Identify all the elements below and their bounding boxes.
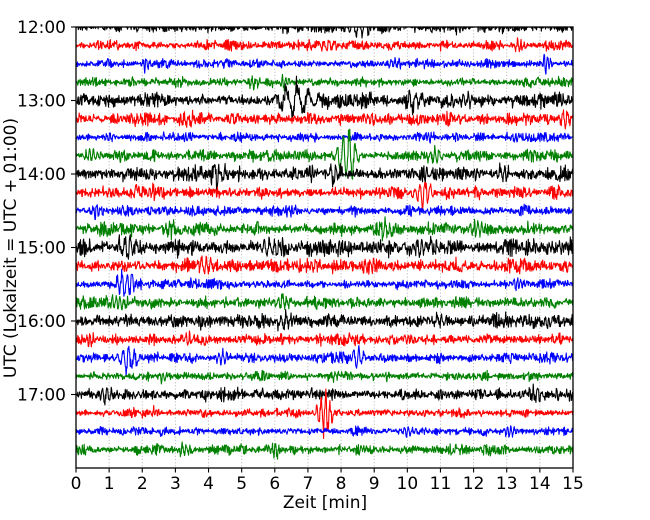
- seismogram-trace: [76, 344, 573, 378]
- seismogram-trace: [76, 383, 573, 406]
- seismogram-trace: [76, 292, 573, 311]
- y-axis-ticks: 12:00 13:00 14:00 15:00 16:00 17:00: [17, 18, 76, 406]
- x-tick-label: 14: [529, 474, 551, 494]
- seismogram-trace: [76, 309, 573, 332]
- seismogram-trace: [76, 203, 573, 221]
- seismogram-trace: [76, 73, 573, 92]
- seismogram-trace: [76, 181, 573, 211]
- y-tick-label: 12:00: [17, 18, 66, 38]
- seismogram-trace: [76, 37, 573, 53]
- seismogram-trace: [76, 75, 573, 119]
- seismogram-trace: [76, 234, 573, 260]
- seismogram-trace: [76, 162, 573, 191]
- x-tick-label: 1: [104, 474, 115, 494]
- y-tick-label: 15:00: [17, 239, 66, 259]
- seismogram-trace: [76, 53, 573, 75]
- seismogram-trace: [76, 255, 573, 275]
- seismogram-trace: [76, 330, 573, 348]
- seismogram-trace: [76, 425, 573, 438]
- y-axis-title: UTC (Lokalzeit = UTC + 01:00): [1, 118, 21, 378]
- seismogram-trace: [76, 128, 573, 180]
- y-tick-label: 16:00: [17, 312, 66, 332]
- x-tick-label: 13: [496, 474, 518, 494]
- y-tick-label: 17:00: [17, 386, 66, 406]
- x-tick-label: 8: [336, 474, 347, 494]
- x-tick-label: 10: [397, 474, 419, 494]
- seismogram-trace: [76, 369, 573, 385]
- x-tick-label: 3: [170, 474, 181, 494]
- x-axis-title: Zeit [min]: [283, 493, 367, 513]
- x-tick-label: 0: [71, 474, 82, 494]
- seismogram-trace: [76, 131, 573, 144]
- seismogram-trace: [76, 388, 573, 440]
- x-tick-label: 5: [236, 474, 247, 494]
- x-tick-label: 4: [203, 474, 214, 494]
- x-tick-label: 7: [303, 474, 314, 494]
- x-tick-label: 2: [137, 474, 148, 494]
- seismogram-trace: [76, 216, 573, 242]
- seismogram-trace: [76, 268, 573, 297]
- x-tick-label: 11: [430, 474, 452, 494]
- y-tick-label: 14:00: [17, 165, 66, 185]
- seismogram-trace: [76, 441, 573, 460]
- x-tick-label: 6: [269, 474, 280, 494]
- y-tick-label: 13:00: [17, 92, 66, 112]
- x-axis-ticks: 0 1 2 3 4 5 6 7 8 9 10 11 12 13 14 15: [71, 468, 584, 494]
- x-tick-label: 9: [369, 474, 380, 494]
- x-tick-label: 12: [463, 474, 485, 494]
- trace-lines: [76, 27, 573, 460]
- seismogram-trace: [76, 109, 573, 130]
- x-tick-label: 15: [562, 474, 584, 494]
